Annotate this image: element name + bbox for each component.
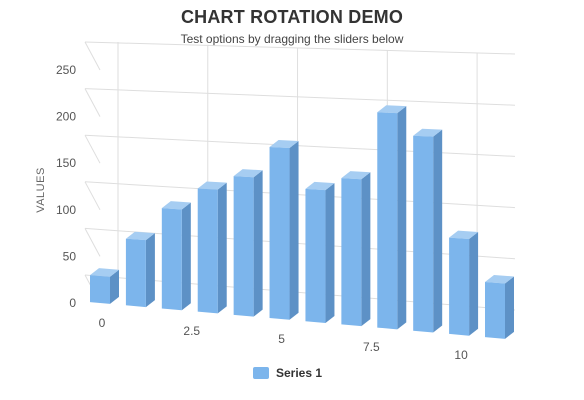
grid-line — [84, 41, 516, 55]
bar-front-face — [233, 176, 254, 317]
bar-top-face — [233, 169, 263, 178]
bar-top-face — [377, 105, 407, 114]
bar-front-face — [449, 237, 470, 336]
y-tick-label: 150 — [56, 156, 76, 170]
x-tick-label: 10 — [454, 348, 468, 362]
x-axis-labels: 0 2.5 5 7.5 10 — [99, 316, 468, 362]
bar-side-face — [289, 140, 299, 320]
legend-label: Series 1 — [276, 366, 323, 380]
bar-side-face — [217, 182, 227, 314]
bar[interactable] — [305, 181, 335, 323]
bar-top-face — [269, 140, 299, 148]
bar[interactable] — [341, 171, 371, 327]
grid-line — [84, 181, 516, 209]
bar-side-face — [505, 276, 514, 339]
bar[interactable] — [377, 105, 407, 330]
bar-side-face — [325, 183, 335, 323]
bar-front-face — [485, 281, 505, 339]
bar-front-face — [161, 208, 182, 311]
y-tick-label: 0 — [69, 296, 76, 310]
bar-front-face — [305, 188, 326, 323]
grid-line — [84, 41, 101, 71]
bar-top-face — [341, 171, 371, 180]
bar[interactable] — [125, 231, 155, 308]
chart-title: CHART ROTATION DEMO — [180, 7, 404, 27]
x-tick-label: 5 — [278, 332, 285, 346]
y-tick-label: 100 — [56, 203, 76, 217]
bar[interactable] — [413, 128, 443, 333]
bar-top-face — [90, 268, 119, 277]
bar[interactable] — [485, 274, 514, 339]
bar-top-face — [485, 274, 514, 284]
y-tick-label: 50 — [63, 249, 77, 263]
bar[interactable] — [233, 169, 263, 317]
x-tick-label: 0 — [99, 316, 106, 330]
bar[interactable] — [90, 268, 119, 304]
bar[interactable] — [269, 140, 299, 320]
bar-front-face — [90, 275, 110, 304]
bar-top-face — [161, 201, 191, 210]
chart-subtitle: Test options by dragging the sliders bel… — [180, 32, 404, 46]
bar-side-face — [181, 202, 191, 311]
grid-line — [84, 227, 516, 260]
grid-line — [84, 88, 101, 117]
x-tick-label: 7.5 — [363, 340, 380, 354]
bar[interactable] — [161, 201, 191, 311]
x-tick-label: 2.5 — [183, 324, 200, 338]
legend-item-series-1[interactable]: Series 1 — [253, 365, 322, 381]
y-axis-title: VALUES — [35, 167, 47, 213]
grid-line — [84, 134, 516, 157]
grid-line — [84, 134, 101, 164]
grid-line — [84, 228, 101, 257]
bar-layer — [90, 105, 514, 339]
bar-front-face — [125, 238, 146, 308]
grid-line — [84, 274, 516, 311]
bar-front-face — [269, 147, 290, 320]
bar-front-face — [341, 178, 362, 327]
bar-side-face — [253, 170, 263, 317]
bar-side-face — [145, 233, 155, 308]
bar-front-face — [413, 135, 434, 333]
bar-front-face — [377, 112, 398, 330]
bar-top-face — [449, 230, 479, 239]
bar-top-face — [125, 231, 155, 241]
y-tick-label: 250 — [56, 63, 76, 77]
grid-line — [84, 181, 101, 211]
y-tick-label: 200 — [56, 110, 76, 124]
bar[interactable] — [197, 181, 227, 314]
bar-side-face — [397, 106, 407, 330]
bar-top-face — [197, 181, 227, 190]
bar-side-face — [433, 129, 443, 333]
bar-side-face — [361, 172, 371, 327]
bar[interactable] — [449, 230, 479, 336]
legend-swatch — [253, 367, 269, 379]
bar-top-face — [413, 128, 443, 137]
bar-side-face — [110, 269, 119, 304]
y-axis-labels: 0 50 100 150 200 250 — [56, 63, 76, 310]
bar-top-face — [305, 181, 335, 191]
bar-side-face — [469, 231, 479, 336]
grid-layer — [84, 41, 516, 311]
bar-front-face — [197, 188, 218, 314]
grid-line — [84, 88, 516, 106]
